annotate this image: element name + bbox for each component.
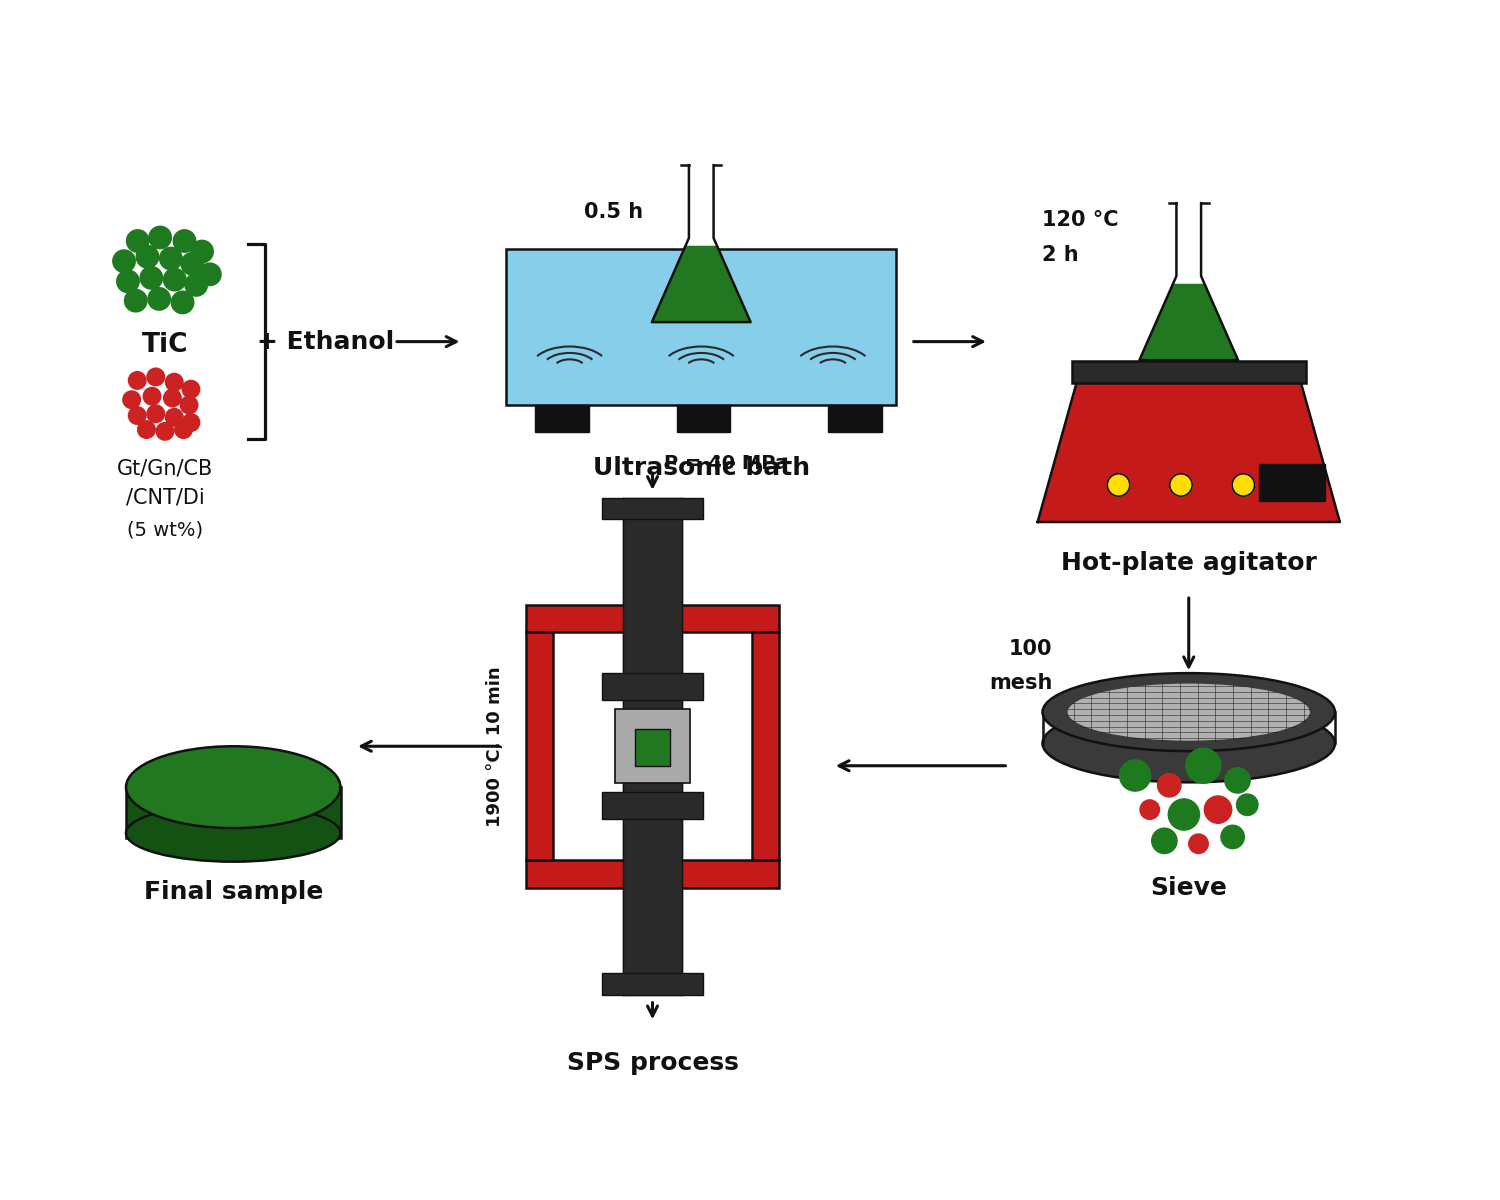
Text: 0.5 h: 0.5 h — [584, 202, 644, 222]
Bar — [525, 860, 780, 888]
Circle shape — [1170, 474, 1192, 496]
Text: mesh: mesh — [988, 673, 1053, 692]
Circle shape — [165, 408, 183, 426]
Bar — [1071, 361, 1305, 383]
Ellipse shape — [126, 804, 341, 862]
Circle shape — [164, 389, 182, 407]
Bar — [634, 728, 670, 766]
Polygon shape — [1140, 284, 1238, 360]
Text: 120 °C: 120 °C — [1042, 210, 1119, 229]
Text: TiC: TiC — [141, 331, 188, 358]
Text: P = 40 MPa: P = 40 MPa — [664, 454, 788, 473]
Bar — [126, 787, 341, 838]
Circle shape — [174, 421, 192, 438]
Bar — [525, 632, 554, 860]
Bar — [602, 973, 703, 995]
Bar — [506, 248, 897, 404]
Circle shape — [112, 250, 135, 272]
Text: Gt/Gn/CB: Gt/Gn/CB — [117, 458, 213, 479]
Bar — [525, 605, 780, 632]
Text: (5 wt%): (5 wt%) — [128, 521, 202, 539]
Polygon shape — [622, 498, 681, 995]
Circle shape — [147, 404, 165, 422]
Circle shape — [1221, 826, 1245, 848]
Ellipse shape — [126, 746, 341, 828]
Circle shape — [1188, 834, 1209, 853]
Circle shape — [1158, 774, 1180, 797]
Circle shape — [182, 414, 200, 431]
Circle shape — [1204, 796, 1231, 823]
Circle shape — [164, 269, 186, 290]
Circle shape — [140, 266, 162, 289]
Circle shape — [148, 288, 171, 310]
Circle shape — [124, 289, 147, 312]
Circle shape — [1140, 800, 1160, 820]
Circle shape — [144, 388, 160, 404]
Circle shape — [174, 229, 195, 252]
Text: 1900 °C, 10 min: 1900 °C, 10 min — [486, 666, 504, 827]
Text: Sieve: Sieve — [1150, 876, 1227, 900]
Circle shape — [129, 372, 146, 389]
Bar — [615, 709, 690, 784]
Ellipse shape — [1042, 704, 1335, 782]
Text: 100: 100 — [1008, 638, 1053, 659]
Circle shape — [1186, 749, 1221, 784]
Text: Hot-plate agitator: Hot-plate agitator — [1060, 551, 1317, 575]
Circle shape — [1168, 799, 1200, 830]
Circle shape — [184, 274, 207, 296]
Ellipse shape — [1042, 673, 1335, 751]
Circle shape — [1152, 828, 1178, 853]
Bar — [828, 404, 882, 432]
Text: Final sample: Final sample — [144, 880, 322, 904]
Polygon shape — [1038, 383, 1340, 522]
Text: SPS process: SPS process — [567, 1051, 738, 1075]
Circle shape — [147, 368, 165, 385]
Text: + Ethanol: + Ethanol — [256, 330, 394, 354]
Bar — [676, 404, 730, 432]
Circle shape — [117, 270, 140, 293]
Bar — [536, 404, 590, 432]
Circle shape — [198, 263, 220, 286]
Circle shape — [1236, 794, 1258, 816]
Circle shape — [138, 421, 154, 438]
Circle shape — [126, 229, 148, 252]
Circle shape — [180, 396, 198, 414]
Text: Ultrasonic bath: Ultrasonic bath — [592, 456, 810, 480]
Circle shape — [1119, 760, 1150, 791]
Circle shape — [159, 247, 182, 270]
Circle shape — [136, 246, 159, 268]
Polygon shape — [652, 246, 750, 322]
Circle shape — [156, 422, 174, 440]
Text: /CNT/Di: /CNT/Di — [126, 487, 204, 508]
Circle shape — [129, 407, 146, 425]
Circle shape — [182, 253, 204, 275]
Text: 2 h: 2 h — [1042, 245, 1078, 265]
Circle shape — [1232, 474, 1254, 496]
Bar — [752, 632, 780, 860]
Bar — [602, 792, 703, 820]
Bar — [602, 498, 703, 520]
Circle shape — [171, 292, 194, 313]
Ellipse shape — [1066, 683, 1311, 742]
Circle shape — [148, 227, 171, 248]
Circle shape — [1107, 474, 1130, 496]
Circle shape — [182, 380, 200, 398]
Circle shape — [1226, 768, 1250, 793]
Bar — [602, 673, 703, 701]
Circle shape — [123, 391, 141, 408]
Bar — [1258, 463, 1326, 500]
Circle shape — [190, 240, 213, 263]
Circle shape — [165, 373, 183, 391]
